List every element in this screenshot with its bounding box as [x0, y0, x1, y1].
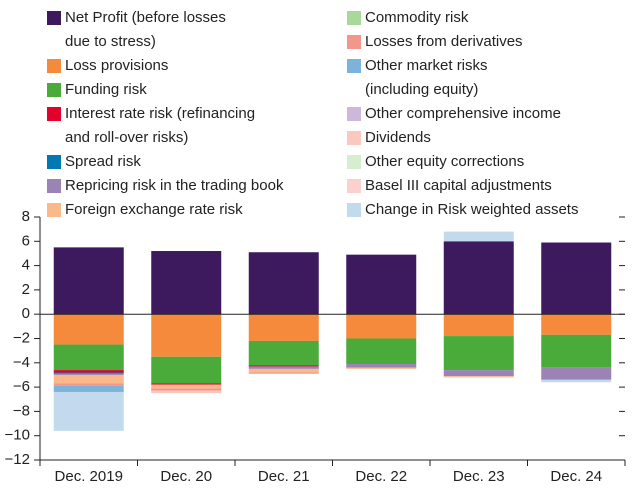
legend-label: Foreign exchange rate risk [65, 201, 243, 218]
bar-segment [53, 373, 124, 375]
bar-segment [53, 391, 124, 431]
y-tick-label: −2 [13, 329, 30, 346]
bar-segment [248, 365, 319, 367]
legend-swatch [347, 179, 361, 193]
legend-label: Loss provisions [65, 57, 168, 74]
bar-segment [151, 390, 222, 394]
y-tick-label: −10 [5, 427, 30, 444]
legend-label: Other comprehensive income [365, 105, 561, 122]
legend-swatch [47, 155, 61, 169]
legend-swatch [47, 59, 61, 73]
bar-segment [53, 374, 124, 384]
legend-label: Funding risk [65, 81, 147, 98]
bar-segment [53, 370, 124, 373]
bar-segment [53, 372, 124, 374]
bar-segment [346, 364, 417, 368]
legend-label: Commodity risk [365, 9, 469, 26]
legend-swatch [347, 131, 361, 145]
x-tick-label: Dec. 20 [160, 468, 212, 485]
bar-segment [346, 254, 417, 315]
y-tick-label: 2 [22, 281, 30, 298]
legend-swatch [347, 11, 361, 25]
x-tick-label: Dec. 22 [355, 468, 407, 485]
legend-label: Other market risks (including equity) [365, 57, 488, 98]
bar-segment [248, 368, 319, 373]
bar-segment [151, 383, 222, 385]
x-tick-label: Dec. 21 [258, 468, 310, 485]
legend-label: Dividends [365, 129, 431, 146]
bar-segment [151, 314, 222, 357]
legend-swatch [347, 203, 361, 217]
legend-swatch [47, 179, 61, 193]
legend-swatch [47, 203, 61, 217]
legend-swatch [47, 11, 61, 25]
bar-segment [443, 376, 514, 378]
legend-label: Other equity corrections [365, 153, 524, 170]
bar-segment [248, 366, 319, 369]
x-tick-label: Dec. 2019 [55, 468, 123, 485]
bar-segment [151, 356, 222, 384]
legend-label: Spread risk [65, 153, 141, 170]
y-tick-label: 8 [22, 208, 30, 225]
y-tick-label: 0 [22, 305, 30, 322]
bar-segment [346, 338, 417, 365]
y-tick-label: 6 [22, 232, 30, 249]
legend-swatch [47, 107, 61, 121]
bar-segment [541, 379, 612, 383]
y-tick-label: −8 [13, 402, 30, 419]
legend-label: Repricing risk in the trading book [65, 177, 284, 194]
legend-label: Losses from derivatives [365, 33, 523, 50]
bar-segment [541, 314, 612, 335]
bar-segment [248, 372, 319, 374]
bar-segment [53, 247, 124, 315]
bar-segment [541, 242, 612, 315]
legend-label: Net Profit (before losses due to stress) [65, 9, 226, 50]
bar-segment [346, 367, 417, 369]
legend-swatch [347, 59, 361, 73]
y-tick-label: 4 [22, 257, 30, 274]
legend-label: Interest rate risk (refinancing and roll-… [65, 105, 255, 146]
legend-swatch [347, 35, 361, 49]
y-tick-label: −4 [13, 354, 30, 371]
legend-label: Basel III capital adjustments [365, 177, 552, 194]
bar-segment [248, 252, 319, 315]
bar-segment [248, 340, 319, 366]
bar-segment [248, 314, 319, 341]
bar-segment [53, 344, 124, 371]
bar-segment [53, 385, 124, 392]
legend-label: Change in Risk weighted assets [365, 201, 578, 218]
bar-segment [541, 367, 612, 380]
bar-segment [443, 241, 514, 315]
bar-segment [151, 251, 222, 315]
bar-segment [443, 336, 514, 371]
y-tick-label: −6 [13, 378, 30, 395]
bar-segment [151, 384, 222, 389]
legend-swatch [347, 155, 361, 169]
y-tick-label: −12 [5, 451, 30, 468]
bar-segment [53, 383, 124, 386]
bar-segment [53, 314, 124, 345]
legend-swatch [347, 107, 361, 121]
bar-segment [443, 314, 514, 337]
bar-segment [443, 370, 514, 377]
bar-segment [443, 231, 514, 242]
legend-swatch [47, 83, 61, 97]
bar-segment [151, 388, 222, 391]
bar-segment [541, 334, 612, 368]
bar-segment [346, 314, 417, 339]
x-tick-label: Dec. 24 [550, 468, 602, 485]
x-tick-label: Dec. 23 [453, 468, 505, 485]
